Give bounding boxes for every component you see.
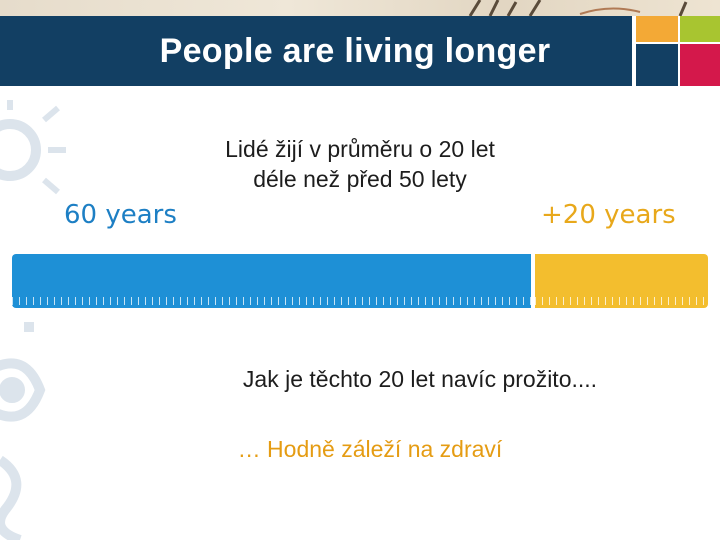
top-texture-strip xyxy=(0,0,720,16)
bar-segment-plus-20-years xyxy=(531,254,708,308)
bar-label-left: 60 years xyxy=(64,200,177,230)
tile-green xyxy=(680,16,720,42)
bar-segment-60-years xyxy=(12,254,531,308)
subtitle-line-1: Lidé žijí v průměru o 20 let xyxy=(225,136,495,162)
lifespan-bar xyxy=(12,254,708,308)
subtitle-line-2: déle než před 50 lety xyxy=(253,166,467,192)
header-band xyxy=(0,16,632,86)
subtitle: Lidé žijí v průměru o 20 let déle než př… xyxy=(160,134,560,194)
page-title: People are living longer xyxy=(159,31,551,70)
watermark-decoration xyxy=(0,100,66,540)
tile-orange xyxy=(636,16,678,42)
bar-label-right: +20 years xyxy=(541,200,676,230)
question-text: Jak je těchto 20 let navíc prožito.... xyxy=(242,366,598,392)
bar-ticks xyxy=(12,297,531,305)
handwriting-decoration xyxy=(468,0,688,16)
tile-red xyxy=(680,44,720,86)
answer-text: … Hodně záleží na zdraví xyxy=(237,436,503,462)
tile-navy xyxy=(636,44,678,86)
bar-ticks xyxy=(535,297,708,305)
